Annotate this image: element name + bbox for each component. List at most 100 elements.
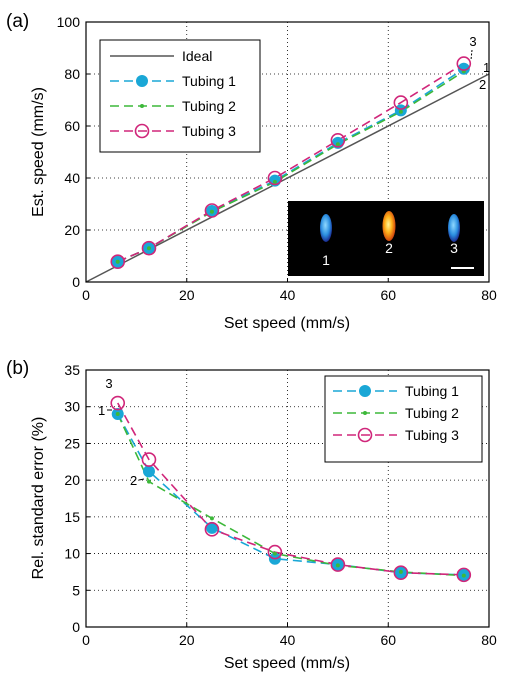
- panel-b-legend: Tubing 1 Tubing 2 Tubing 3: [324, 375, 483, 463]
- panel-a-ylabel: Est. speed (mm/s): [30, 87, 47, 217]
- panel-a-point-tubing-3: [141, 240, 157, 256]
- panel-b-legend-marker-tubing-2: [363, 411, 367, 415]
- panel-a: (a) 0 20 40 60 80 0 20 40 60 80 100: [6, 11, 497, 332]
- panel-b-ytick-label: 15: [64, 509, 80, 525]
- panel-b-label: (b): [6, 358, 29, 379]
- panel-a-legend-box: [99, 39, 261, 153]
- panel-b-xtick-label: 20: [179, 632, 195, 648]
- panel-a-ytick-label: 100: [57, 14, 81, 30]
- end-label-2: 2: [479, 77, 486, 92]
- panel-a-point-tubing-3: [456, 56, 472, 71]
- inset-blob-2: [382, 211, 396, 241]
- panel-b-point-tubing-2: [461, 573, 466, 578]
- panel-b-point-tubing-2: [209, 516, 214, 521]
- panel-a-xtick-label: 0: [82, 287, 90, 303]
- inset-blob-3: [448, 214, 460, 242]
- panel-b-ytick-label: 10: [64, 546, 80, 562]
- panel-b-point-tubing-3: [393, 565, 409, 580]
- panel-b-xtick-label: 80: [481, 632, 497, 648]
- panel-b-point-labels: 3 1 2: [98, 376, 145, 488]
- panel-b-point-tubing-2: [115, 412, 120, 417]
- panel-b-point-tubing-3: [330, 557, 346, 572]
- panel-a-point-tubing-3: [330, 133, 346, 148]
- panel-b-grid: [86, 370, 489, 627]
- point-label-2: 2: [130, 473, 137, 488]
- inset-label-3: 3: [450, 240, 458, 256]
- panel-a-legend: Ideal Tubing 1 Tubing 2 Tubing 3: [99, 39, 261, 153]
- panel-a-xtick-label: 40: [280, 287, 296, 303]
- end-label-3: 3: [469, 34, 476, 49]
- panel-a-legend-label-tubing-1: Tubing 1: [182, 73, 236, 89]
- panel-a-point-tubing-3: [110, 254, 126, 270]
- panel-a-point-tubing-2: [146, 246, 151, 251]
- panel-b-ytick-label: 0: [72, 619, 80, 635]
- panel-a-point-tubing-3: [204, 203, 220, 218]
- panel-b-ytick-label: 25: [64, 435, 80, 451]
- panel-b-point-tubing-2: [272, 551, 277, 556]
- panel-b-legend-marker-tubing-3: [357, 427, 373, 443]
- panel-a-legend-label-ideal: Ideal: [182, 48, 212, 64]
- inset-blob-1: [320, 214, 332, 242]
- panel-a-markers: [110, 56, 472, 270]
- panel-b-point-tubing-1: [205, 521, 218, 534]
- panel-b-xtick-label: 0: [82, 632, 90, 648]
- panel-b-markers: [110, 395, 472, 583]
- point-label-2-leader: [138, 478, 145, 481]
- point-label-1: 1: [98, 403, 105, 418]
- panel-a-point-tubing-2: [209, 209, 214, 214]
- inset-label-2: 2: [385, 240, 393, 256]
- panel-a-ticks: 0 20 40 60 80 0 20 40 60 80 100: [57, 14, 497, 303]
- panel-b-legend-label-tubing-1: Tubing 1: [405, 383, 459, 399]
- panel-a-legend-label-tubing-3: Tubing 3: [182, 123, 236, 139]
- panel-a-ytick-label: 0: [72, 274, 80, 290]
- panel-a-plot-frame: [85, 21, 490, 283]
- panel-b-legend-label-tubing-2: Tubing 2: [405, 405, 459, 421]
- panel-b-legend-label-tubing-3: Tubing 3: [405, 427, 459, 443]
- panel-a-xtick-label: 60: [380, 287, 396, 303]
- point-label-3: 3: [105, 376, 112, 391]
- panel-a-inset: 1 2 3: [288, 201, 484, 276]
- panel-a-legend-label-tubing-2: Tubing 2: [182, 98, 236, 114]
- panel-a-point-tubing-1: [457, 62, 470, 75]
- panel-b-xtick-label: 60: [380, 632, 396, 648]
- panel-a-point-tubing-2: [335, 142, 340, 147]
- panel-b-xlabel: Set speed (mm/s): [224, 655, 350, 672]
- panel-a-point-tubing-3: [267, 170, 283, 186]
- panel-a-ytick-label: 60: [64, 118, 80, 134]
- panel-a-end-labels: 3 1 2: [469, 34, 490, 92]
- panel-a-ytick-label: 40: [64, 170, 80, 186]
- panel-b-ytick-label: 20: [64, 472, 80, 488]
- panel-a-point-tubing-2: [115, 259, 120, 264]
- panel-a-legend-marker-tubing-1: [136, 75, 148, 87]
- panel-a-label: (a): [6, 11, 29, 32]
- panel-a-point-tubing-2: [398, 109, 403, 114]
- panel-a-point-tubing-2: [272, 179, 277, 184]
- end-label-3-leader: [470, 49, 473, 61]
- panel-b-ticks: 0 20 40 60 80 0 5 10 15 20 25 30 35: [64, 362, 497, 648]
- panel-b-point-tubing-2: [146, 479, 151, 484]
- panel-a-ytick-label: 20: [64, 222, 80, 238]
- panel-b-point-tubing-2: [335, 563, 340, 568]
- panel-b-point-tubing-3: [267, 544, 283, 560]
- panel-b-point-tubing-3: [141, 452, 157, 467]
- panel-a-ytick-label: 80: [64, 66, 80, 82]
- panel-b-point-tubing-3: [204, 522, 220, 537]
- inset-label-1: 1: [322, 252, 330, 268]
- end-label-1: 1: [483, 60, 490, 75]
- panel-a-xtick-label: 20: [179, 287, 195, 303]
- panel-b-point-tubing-2: [398, 569, 403, 574]
- panel-a-point-tubing-3: [393, 95, 409, 110]
- panel-a-legend-marker-tubing-3: [134, 123, 150, 139]
- panel-b-legend-marker-tubing-1: [359, 385, 371, 397]
- panel-b-ylabel: Rel. standard error (%): [30, 417, 47, 580]
- panel-a-xtick-label: 80: [481, 287, 497, 303]
- panel-a-xlabel: Set speed (mm/s): [224, 315, 350, 332]
- panel-b-point-tubing-1: [142, 465, 155, 478]
- panel-b-point-tubing-3: [110, 395, 126, 411]
- panel-b-plot-frame: [85, 369, 490, 628]
- panel-b-xtick-label: 40: [280, 632, 296, 648]
- panel-b-ytick-label: 30: [64, 399, 80, 415]
- panel-b-ytick-label: 35: [64, 362, 80, 378]
